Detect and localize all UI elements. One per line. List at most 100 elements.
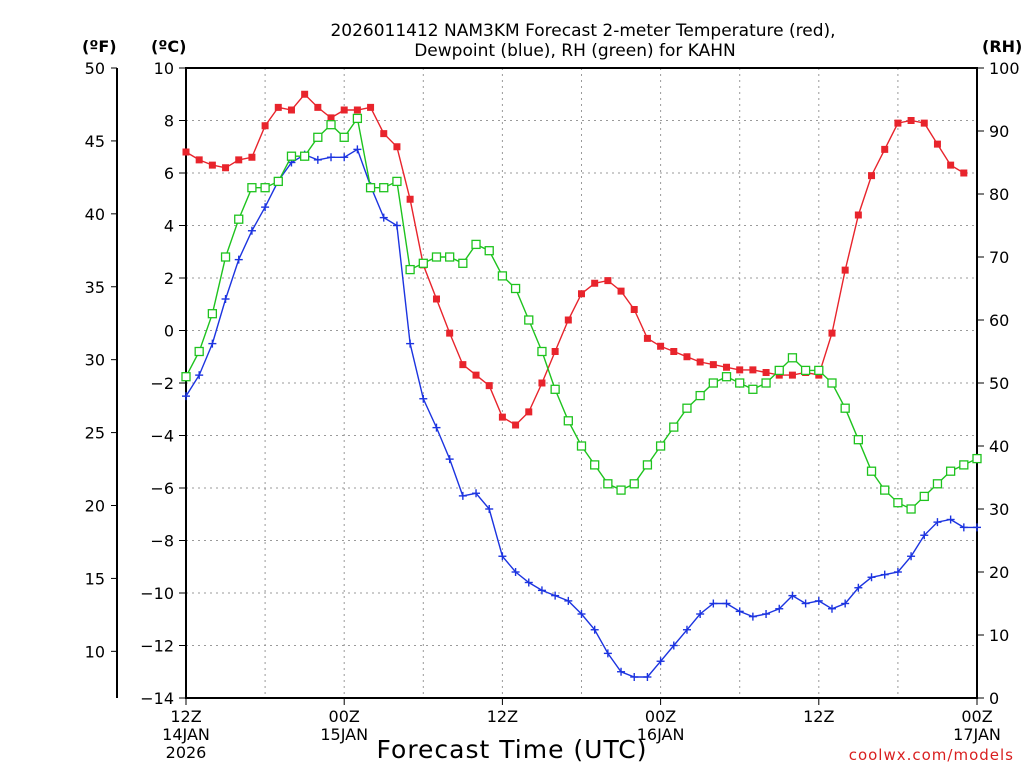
- chart-title: 2026011412 NAM3KM Forecast 2-meter Tempe…: [330, 21, 835, 61]
- celsius-tick-label: −10: [140, 584, 174, 603]
- data-point: [234, 255, 243, 264]
- series-line: [185, 93, 965, 426]
- data-point: [234, 214, 244, 224]
- data-point: [696, 610, 705, 618]
- celsius-tick-label: −14: [140, 689, 174, 708]
- chart-series: [181, 90, 982, 681]
- data-point: [696, 358, 704, 366]
- data-point: [868, 172, 876, 180]
- data-point: [340, 153, 349, 162]
- data-point: [445, 252, 455, 262]
- data-point: [709, 361, 717, 369]
- chart-axis-labels: (ºF) (ºC) (RH) Forecast Time (UTC) coolw…: [82, 37, 1022, 764]
- data-point: [643, 334, 651, 342]
- rh-tick-label: 50: [989, 374, 1009, 393]
- data-point: [721, 372, 732, 382]
- data-point: [261, 203, 270, 212]
- data-point: [472, 371, 480, 379]
- data-point: [894, 119, 902, 127]
- chart-grid: [186, 67, 977, 699]
- data-point: [314, 103, 322, 111]
- data-point: [682, 625, 691, 634]
- data-point: [723, 363, 731, 371]
- chart-axes: 1086420−2−4−6−8−10−12−145045403530252015…: [85, 59, 1020, 762]
- data-point: [458, 258, 468, 268]
- data-point: [788, 591, 797, 600]
- x-tick-label-line: 12Z: [170, 707, 201, 726]
- rh-tick-label: 20: [989, 563, 1009, 582]
- data-point: [866, 466, 877, 476]
- data-point: [762, 369, 770, 376]
- data-point: [945, 466, 956, 476]
- celsius-tick-label: 2: [164, 269, 174, 288]
- data-point: [590, 625, 599, 634]
- x-tick-label: 00Z 17JAN: [953, 707, 1001, 744]
- data-point: [353, 106, 361, 114]
- x-tick-label: 12Z: [487, 707, 518, 726]
- data-point: [182, 392, 190, 401]
- data-point: [247, 226, 256, 235]
- data-point: [471, 239, 481, 250]
- data-point: [695, 390, 705, 401]
- celsius-tick-label: 6: [164, 164, 174, 183]
- x-tick-label-line: 00Z: [961, 707, 992, 726]
- celsius-tick-label: −6: [150, 479, 174, 498]
- rh-tick-label: 10: [989, 626, 1009, 645]
- data-point: [208, 339, 217, 348]
- data-point: [893, 568, 902, 576]
- x-tick-label-line: 00Z: [645, 707, 676, 726]
- data-point: [801, 599, 810, 608]
- data-point: [604, 277, 612, 285]
- data-point: [960, 169, 968, 177]
- data-point: [431, 252, 442, 262]
- data-point: [749, 366, 757, 374]
- data-point: [735, 378, 745, 388]
- fahrenheit-tick-label: 50: [85, 59, 105, 78]
- data-point: [551, 591, 560, 600]
- data-point: [392, 176, 402, 187]
- data-point: [815, 371, 823, 379]
- data-point: [708, 378, 718, 388]
- data-point: [248, 153, 256, 161]
- data-point: [841, 266, 849, 274]
- data-point: [657, 342, 665, 350]
- data-point: [577, 610, 586, 618]
- data-point: [301, 90, 309, 98]
- data-point: [735, 607, 744, 616]
- data-point: [274, 103, 282, 111]
- data-point: [932, 479, 943, 489]
- data-point: [538, 379, 546, 387]
- data-point: [774, 365, 784, 376]
- data-point: [761, 378, 771, 388]
- data-point: [933, 140, 941, 148]
- data-point: [221, 295, 230, 303]
- fahrenheit-axis-label: (ºF): [82, 37, 117, 56]
- celsius-tick-label: −4: [150, 427, 174, 446]
- data-point: [208, 161, 216, 169]
- data-point: [484, 246, 494, 256]
- data-point: [313, 132, 323, 142]
- data-point: [590, 460, 600, 470]
- data-point: [893, 498, 903, 508]
- data-point: [260, 183, 270, 193]
- data-point: [722, 599, 731, 608]
- rh-axis-label: (RH): [982, 37, 1022, 56]
- data-point: [881, 145, 889, 153]
- data-point: [643, 673, 652, 681]
- data-point: [578, 290, 585, 298]
- x-tick-label-line: 17JAN: [953, 725, 1001, 744]
- data-point: [511, 568, 520, 576]
- data-point: [853, 435, 863, 445]
- data-point: [512, 421, 520, 429]
- data-point: [840, 403, 850, 413]
- data-point: [313, 155, 322, 164]
- data-point: [510, 283, 521, 294]
- data-point: [959, 523, 968, 532]
- data-point: [222, 164, 230, 172]
- series-rh: [181, 113, 982, 514]
- data-point: [841, 599, 850, 608]
- credit-text: coolwx.com/models: [849, 746, 1014, 764]
- data-point: [919, 491, 929, 502]
- series-2-meter-temperature: [182, 90, 968, 429]
- data-point: [564, 596, 573, 605]
